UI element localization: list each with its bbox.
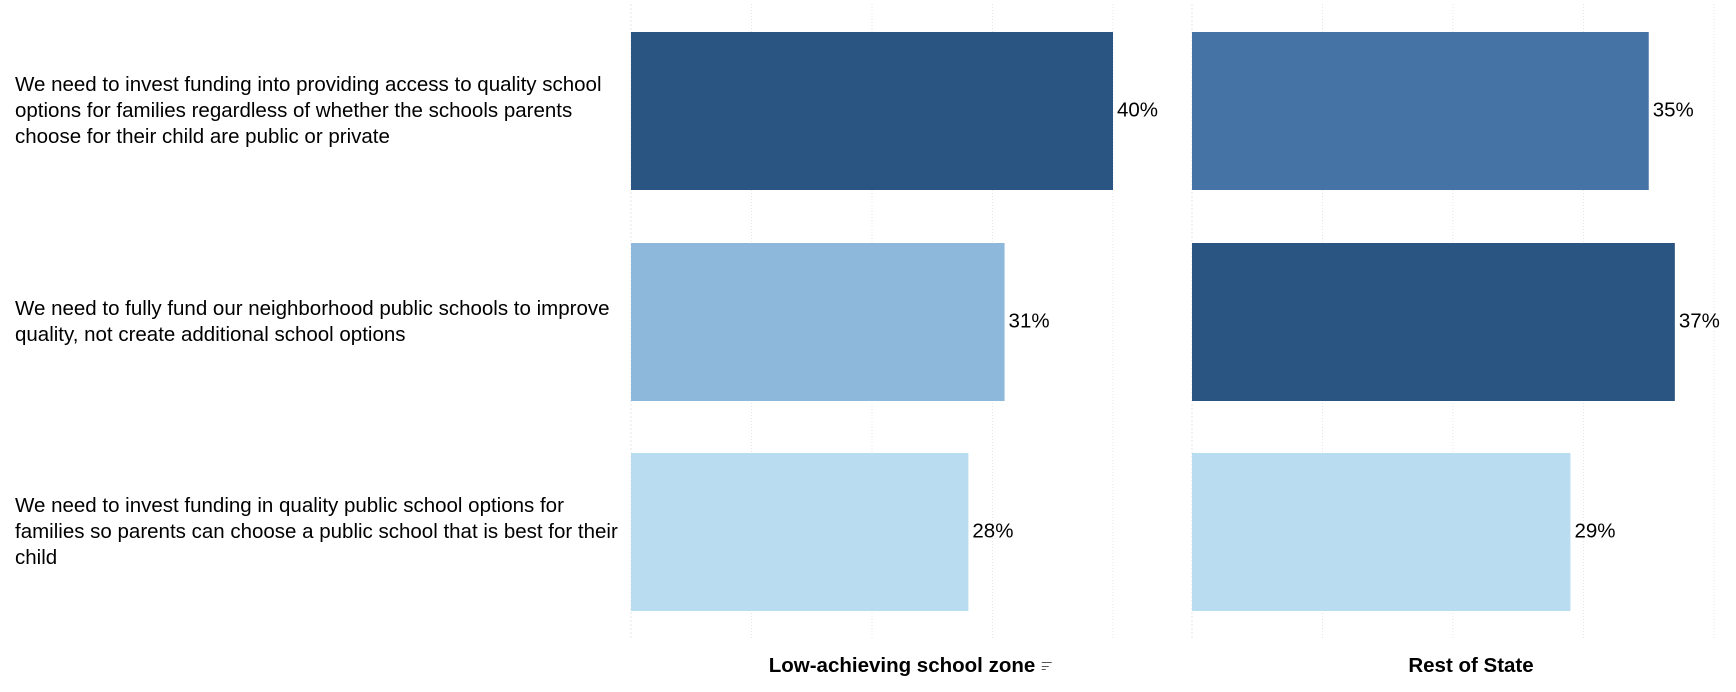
- data-label-panel-0-2: 28%: [972, 519, 1013, 542]
- panel-title-low-achieving: Low-achieving school zone: [769, 654, 1052, 678]
- panel-title-label-0: Low-achieving school zone: [768, 654, 1036, 677]
- panel-title-rest-of-state: Rest of State: [1408, 654, 1533, 678]
- bar-panel-0-1: [631, 243, 1005, 401]
- bar-panel-0-2: [631, 453, 969, 611]
- bar-panel-1-1: [1192, 243, 1675, 401]
- category-label-1: We need to fully fund our neighborhood p…: [15, 297, 610, 346]
- category-label-0: We need to invest funding into providing…: [15, 73, 602, 148]
- bar-panel-1-0: [1192, 32, 1649, 190]
- data-label-panel-1-2: 29%: [1574, 519, 1615, 542]
- data-label-panel-0-0: 40%: [1117, 98, 1158, 121]
- sort-icon[interactable]: [1041, 661, 1052, 671]
- bar-panel-0-0: [631, 32, 1113, 190]
- category-label-2: We need to invest funding in quality pub…: [15, 494, 618, 569]
- data-label-panel-1-0: 35%: [1653, 98, 1694, 121]
- panel-title-label-1: Rest of State: [1408, 654, 1534, 677]
- data-label-panel-0-1: 31%: [1009, 309, 1050, 332]
- data-label-panel-1-1: 37%: [1679, 309, 1720, 332]
- bar-panel-1-2: [1192, 453, 1571, 611]
